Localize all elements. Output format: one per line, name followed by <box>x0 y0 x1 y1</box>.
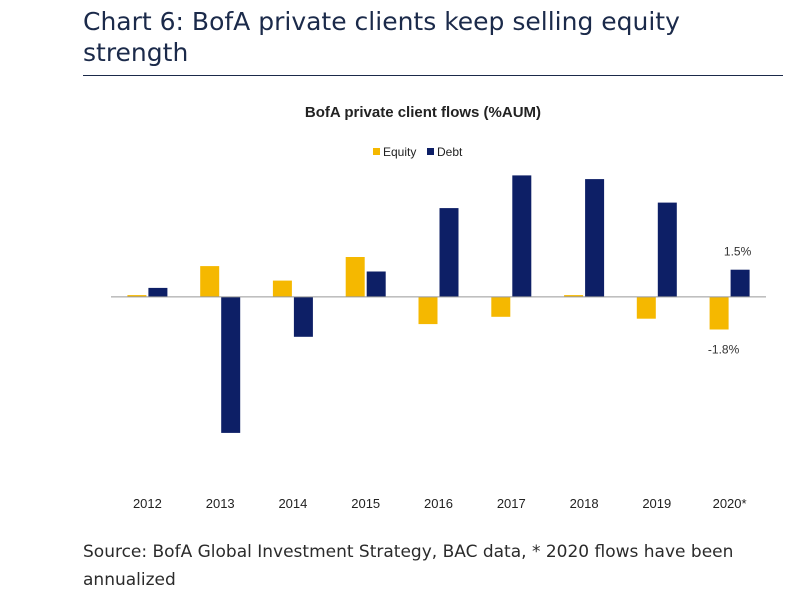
bar-debt-2020 <box>730 269 750 297</box>
x-tick-label: 2012 <box>133 496 162 511</box>
x-tick-label: 2013 <box>206 496 235 511</box>
data-label-equity: -1.8% <box>708 343 740 357</box>
bar-equity-2015 <box>345 257 365 297</box>
bar-debt-2017 <box>512 175 532 297</box>
x-tick-label: 2015 <box>351 496 380 511</box>
bar-debt-2012 <box>148 287 168 297</box>
x-tick-label: 2019 <box>642 496 671 511</box>
x-tick-label: 2016 <box>424 496 453 511</box>
x-tick-labels: 2012 2013 2014 2015 2016 2017 2018 2019 2020* <box>133 496 747 511</box>
bar-chart: BofA private client flows (%AUM) Equity … <box>111 104 766 511</box>
bar-debt-2016 <box>439 208 459 297</box>
legend-label-equity: Equity <box>383 145 416 159</box>
x-tick-label: 2020* <box>713 496 747 511</box>
legend-label-debt: Debt <box>437 145 463 159</box>
bar-debt-2014 <box>293 296 313 337</box>
x-tick-label: 2017 <box>497 496 526 511</box>
legend: Equity Debt <box>373 145 463 159</box>
legend-swatch-equity <box>373 148 380 155</box>
data-label-debt: 1.5% <box>724 245 752 259</box>
data-labels: 1.5% -1.8% <box>708 245 752 357</box>
bar-equity-2020 <box>709 296 729 330</box>
bar-equity-2012 <box>127 295 147 297</box>
bar-equity-2014 <box>272 280 292 297</box>
chart-title: BofA private client flows (%AUM) <box>305 104 541 121</box>
x-tick-label: 2018 <box>570 496 599 511</box>
bar-equity-2019 <box>636 296 656 319</box>
bars-group <box>127 175 750 433</box>
bar-debt-2013 <box>221 296 241 433</box>
bar-equity-2016 <box>418 296 438 325</box>
bar-equity-2013 <box>200 266 220 297</box>
source-note: Source: BofA Global Investment Strategy,… <box>83 542 734 590</box>
bar-debt-2019 <box>657 202 677 297</box>
bar-equity-2017 <box>491 296 511 317</box>
bar-equity-2018 <box>564 295 584 297</box>
legend-swatch-debt <box>427 148 434 155</box>
bar-debt-2018 <box>585 179 605 297</box>
x-tick-label: 2014 <box>278 496 307 511</box>
heading-divider <box>83 75 783 76</box>
chart-heading: Chart 6: BofA private clients keep selli… <box>83 7 680 67</box>
bar-debt-2015 <box>366 271 386 297</box>
